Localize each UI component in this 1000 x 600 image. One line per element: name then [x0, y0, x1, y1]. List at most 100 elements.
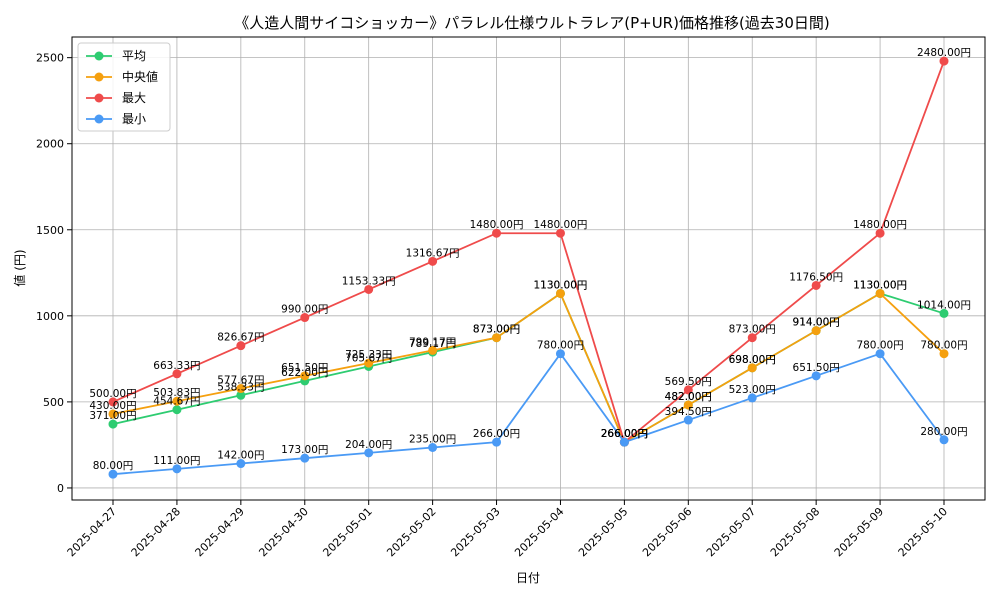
- data-label: 577.67円: [217, 375, 264, 387]
- data-label: 280.00円: [920, 426, 967, 438]
- series-line: [112, 292, 945, 444]
- data-label: 725.33円: [345, 349, 392, 361]
- data-label: 394.50円: [665, 406, 712, 418]
- data-point: [236, 341, 246, 351]
- data-label: 873.00円: [473, 324, 520, 336]
- data-label: 266.00円: [601, 428, 648, 440]
- x-tick-label: 2025-04-28: [129, 505, 183, 559]
- data-label: 266.00円: [601, 428, 648, 440]
- data-point: [364, 284, 374, 294]
- series-line: [112, 352, 945, 476]
- x-tick-label: 2025-05-08: [768, 505, 822, 559]
- data-label: 651.50円: [793, 362, 840, 374]
- data-point: [236, 384, 246, 394]
- data-label: 873.00円: [473, 324, 520, 336]
- data-point: [555, 288, 565, 298]
- data-label: 799.17円: [409, 336, 456, 348]
- data-label: 80.00円: [93, 460, 134, 472]
- data-label: 780.00円: [856, 340, 903, 352]
- data-point: [875, 228, 885, 238]
- data-label: 990.00円: [281, 304, 328, 316]
- data-label: 538.33円: [217, 381, 264, 393]
- data-point: [108, 469, 118, 479]
- data-point: [747, 363, 757, 373]
- x-tick-label: 2025-04-29: [193, 505, 247, 559]
- data-label: 1130.00円: [853, 279, 907, 291]
- x-tick-label: 2025-04-30: [256, 505, 310, 559]
- legend-swatch-marker: [94, 72, 104, 82]
- plot-frame: [71, 36, 986, 501]
- data-label: 1130.00円: [853, 279, 907, 291]
- data-label: 482.00円: [665, 391, 712, 403]
- legend-entry: 中央値: [122, 69, 158, 84]
- grid: [72, 37, 985, 500]
- legend-entry: 平均: [122, 49, 146, 63]
- data-label: 235.00円: [409, 434, 456, 446]
- data-point: [555, 349, 565, 359]
- data-point: [683, 400, 693, 410]
- y-tick-label: 1500: [36, 224, 64, 237]
- x-tick-label: 2025-05-10: [896, 505, 950, 559]
- x-tick-label: 2025-05-06: [640, 505, 694, 559]
- data-label: 173.00円: [281, 444, 328, 456]
- data-label: 1014.00円: [917, 299, 971, 311]
- data-point: [555, 228, 565, 238]
- data-point: [747, 393, 757, 403]
- legend-swatch-marker: [94, 114, 104, 124]
- y-tick-label: 2000: [36, 138, 64, 151]
- data-labels: 371.00円 454.67円 538.33円 622.00円 705.67円 789.1…: [89, 47, 971, 472]
- data-label: 523.00円: [729, 384, 776, 396]
- data-label: 430.00円: [89, 400, 136, 412]
- data-point: [939, 435, 949, 445]
- data-label: 651.50円: [281, 362, 328, 374]
- x-tick-label: 2025-04-27: [65, 505, 119, 559]
- series-layer: [108, 56, 949, 479]
- legend-entry: 最大: [122, 91, 146, 105]
- data-label: 698.00円: [729, 354, 776, 366]
- data-point: [683, 415, 693, 425]
- data-label: 780.00円: [920, 340, 967, 352]
- legend-swatch-marker: [94, 93, 104, 103]
- y-axis-label: 値 (円): [12, 249, 27, 286]
- axes: 2025-04-27 2025-04-28 2025-04-29 2025-04-30…: [36, 52, 950, 560]
- x-tick-label: 2025-05-01: [320, 505, 374, 559]
- series-line: [112, 60, 945, 444]
- data-point: [108, 419, 118, 429]
- data-label: 1480.00円: [853, 219, 907, 231]
- data-point: [747, 333, 757, 343]
- data-point: [875, 349, 885, 359]
- data-point: [492, 333, 502, 343]
- data-label: 1480.00円: [534, 219, 588, 231]
- data-point: [108, 409, 118, 419]
- data-point: [236, 390, 246, 400]
- x-tick-label: 2025-05-07: [704, 505, 758, 559]
- data-label: 826.67円: [217, 332, 264, 344]
- y-tick-label: 0: [57, 482, 64, 495]
- y-tick-label: 1000: [36, 310, 64, 323]
- data-label: 454.67円: [153, 396, 200, 408]
- data-label: 914.00円: [793, 317, 840, 329]
- x-tick-label: 2025-05-02: [384, 505, 438, 559]
- data-point: [683, 385, 693, 395]
- data-label: 1176.50円: [789, 271, 843, 283]
- data-point: [428, 443, 438, 453]
- x-tick-label: 2025-05-09: [832, 505, 886, 559]
- data-label: 266.00円: [601, 428, 648, 440]
- data-point: [300, 313, 310, 323]
- data-label: 204.00円: [345, 439, 392, 451]
- data-point: [300, 371, 310, 381]
- data-label: 1480.00円: [470, 219, 524, 231]
- data-point: [108, 397, 118, 407]
- x-tick-label: 2025-05-05: [576, 505, 630, 559]
- series-3: [108, 349, 949, 479]
- data-label: 789.17円: [409, 338, 456, 350]
- legend-entry: 最小: [122, 112, 146, 126]
- y-tick-label: 2500: [36, 52, 64, 65]
- data-label: 142.00円: [217, 450, 264, 462]
- data-point: [492, 228, 502, 238]
- data-point: [172, 405, 182, 415]
- data-label: 873.00円: [729, 324, 776, 336]
- data-point: [364, 448, 374, 458]
